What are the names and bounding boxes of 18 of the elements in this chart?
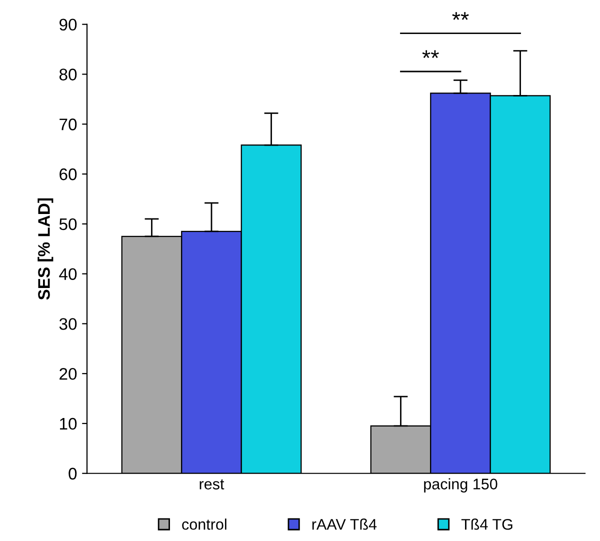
legend-label: rAAV Tß4 [312,518,377,530]
y-tick-label: 30 [59,318,77,330]
annotation: ** [422,50,439,58]
y-tick-label: 90 [60,18,77,31]
y-tick-label: 70 [60,118,77,130]
legend-label: Tß4 TG [461,518,512,530]
x-tick-label: pacing 150 [424,478,498,492]
legend-label: control [182,518,226,530]
y-axis-title: SES [% LAD] [38,198,54,300]
y-tick-label: 20 [60,368,77,380]
y-tick-label: 10 [60,418,77,430]
y-tick-label: 40 [59,268,77,280]
y-tick-label: 80 [59,68,77,80]
text: ** [452,12,469,20]
x-tick-label: rest [200,479,224,490]
y-tick-label: 60 [60,168,77,180]
y-tick-label: 0 [68,468,77,480]
y-tick-label: 50 [59,218,77,230]
